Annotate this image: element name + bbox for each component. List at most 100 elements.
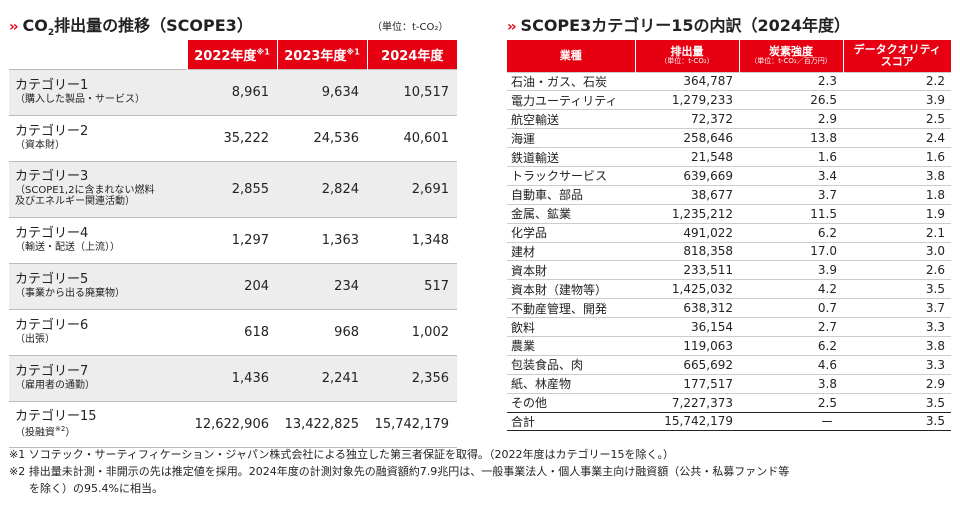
intensity-cell: 17.0 [739, 241, 843, 261]
emissions-cell: 1,279,233 [635, 90, 739, 110]
industry-cell: 自動車、部品 [507, 184, 635, 205]
industry-cell: 化学品 [507, 222, 635, 243]
quality-cell: 3.8 [843, 165, 951, 186]
emissions-cell: 233,511 [635, 260, 739, 280]
total-label: 合計 [507, 411, 635, 432]
quality-cell: 3.9 [843, 90, 951, 110]
table-row: 包装食品、肉 665,692 4.6 3.3 [507, 354, 951, 375]
header-emissions: 排出量 （単位：t-CO₂） [634, 40, 739, 72]
cell-value: 2,241 [277, 354, 367, 401]
table-header-row: 業種 排出量 （単位：t-CO₂） 炭素強度 （単位：t-CO₂／百万円） データク… [507, 40, 951, 72]
industry-cell: 石油・ガス、石炭 [507, 71, 635, 91]
industry-cell: 資本財 [507, 260, 635, 280]
category15-breakdown-table: 業種 排出量 （単位：t-CO₂） 炭素強度 （単位：t-CO₂／百万円） データク… [507, 40, 951, 432]
table-row: トラックサービス 639,669 3.4 3.8 [507, 165, 951, 186]
header-fy2022: 2022年度※1 [186, 40, 277, 69]
chevron-right-icon: ›› [9, 19, 18, 35]
cell-value: 12,622,906 [187, 400, 277, 448]
row-label: カテゴリー1 （購入した製品・サービス） [9, 68, 187, 115]
header-industry: 業種 [507, 40, 635, 72]
row-label: カテゴリー2 （資本財） [9, 114, 187, 161]
table-row: カテゴリー5 （事業から出る廃棄物） 204 234 517 [9, 262, 457, 309]
intensity-cell: 26.5 [739, 90, 843, 110]
emissions-cell: 1,235,212 [635, 203, 739, 224]
emissions-cell: 818,358 [635, 241, 739, 261]
quality-cell: 2.4 [843, 128, 951, 148]
table-row: カテゴリー1 （購入した製品・サービス） 8,961 9,634 10,517 [9, 68, 457, 115]
intensity-cell: 2.5 [739, 392, 843, 413]
cell-value: 8,961 [187, 68, 277, 115]
emissions-cell: 1,425,032 [635, 279, 739, 299]
intensity-cell: 2.7 [739, 317, 843, 337]
table-row: カテゴリー4 （輸送・配送（上流）） 1,297 1,363 1,348 [9, 216, 457, 263]
footnote-2-cont: を除く）の95.4%に相当。 [29, 482, 163, 495]
intensity-cell: 13.8 [739, 128, 843, 148]
row-label: カテゴリー5 （事業から出る廃棄物） [9, 262, 187, 309]
emissions-cell: 72,372 [635, 109, 739, 129]
cell-value: 10,517 [367, 68, 457, 115]
table-row: カテゴリー15 （投融資※2） 12,622,906 13,422,825 15,… [9, 400, 457, 448]
cell-value: 40,601 [367, 114, 457, 161]
quality-cell: 2.6 [843, 260, 951, 280]
industry-cell: 包装食品、肉 [507, 354, 635, 375]
emissions-cell: 119,063 [635, 335, 739, 356]
table-row: 不動産管理、開発 638,312 0.7 3.7 [507, 298, 951, 318]
intensity-cell: 1.6 [739, 147, 843, 167]
table-row: その他 7,227,373 2.5 3.5 [507, 392, 951, 413]
industry-cell: 農業 [507, 335, 635, 356]
header-blank [9, 40, 187, 69]
left-section-title: ›› CO2排出量の推移（SCOPE3） [9, 16, 253, 39]
intensity-cell: 3.7 [739, 184, 843, 205]
table-row: 金属、鉱業 1,235,212 11.5 1.9 [507, 203, 951, 224]
table-row: 化学品 491,022 6.2 2.1 [507, 222, 951, 243]
quality-cell: 3.5 [843, 392, 951, 413]
table-row: 資本財 233,511 3.9 2.6 [507, 260, 951, 280]
emissions-cell: 7,227,373 [635, 392, 739, 413]
cell-value: 1,436 [187, 354, 277, 401]
intensity-cell: 3.9 [739, 260, 843, 280]
cell-value: 517 [367, 262, 457, 309]
row-label: カテゴリー4 （輸送・配送（上流）） [9, 216, 187, 263]
table-row: 石油・ガス、石炭 364,787 2.3 2.2 [507, 71, 951, 91]
emissions-cell: 177,517 [635, 373, 739, 394]
industry-cell: 航空輸送 [507, 109, 635, 129]
emissions-cell: 21,548 [635, 147, 739, 167]
quality-cell: 1.9 [843, 203, 951, 224]
header-fy2024: 2024年度 [366, 40, 457, 69]
emissions-cell: 491,022 [635, 222, 739, 243]
cell-value: 1,348 [367, 216, 457, 263]
cell-value: 968 [277, 308, 367, 355]
total-emissions: 15,742,179 [635, 411, 739, 432]
quality-cell: 3.3 [843, 354, 951, 375]
footnote-1: ※1 ソコテック・サーティフィケーション・ジャパン株式会社による独立した第三者保… [9, 448, 675, 461]
industry-cell: 建材 [507, 241, 635, 261]
emissions-cell: 364,787 [635, 71, 739, 91]
intensity-cell: 2.3 [739, 71, 843, 91]
header-data-quality: データクオリティ スコア [842, 40, 951, 72]
table-row: 航空輸送 72,372 2.9 2.5 [507, 109, 951, 129]
cell-value: 2,691 [367, 160, 457, 217]
industry-cell: 飲料 [507, 317, 635, 337]
industry-cell: 海運 [507, 128, 635, 148]
emissions-cell: 638,312 [635, 298, 739, 318]
emissions-cell: 36,154 [635, 317, 739, 337]
table-row: 飲料 36,154 2.7 3.3 [507, 317, 951, 337]
scope3-trend-table: 2022年度※1 2023年度※1 2024年度 カテゴリー1 （購入した製品・サ… [9, 40, 457, 448]
industry-cell: その他 [507, 392, 635, 413]
header-carbon-intensity: 炭素強度 （単位：t-CO₂／百万円） [738, 40, 843, 72]
table-row: カテゴリー3 （SCOPE1,2に含まれない燃料 及びエネルギー関連活動） 2,85… [9, 160, 457, 217]
total-quality: 3.5 [843, 411, 951, 432]
cell-value: 234 [277, 262, 367, 309]
row-label: カテゴリー6 （出張） [9, 308, 187, 355]
header-fy2023: 2023年度※1 [276, 40, 367, 69]
cell-value: 618 [187, 308, 277, 355]
emissions-cell: 639,669 [635, 165, 739, 186]
intensity-cell: 4.2 [739, 279, 843, 299]
cell-value: 15,742,179 [367, 400, 457, 448]
industry-cell: 電力ユーティリティ [507, 90, 635, 110]
quality-cell: 2.9 [843, 373, 951, 394]
footnote-2: ※2 排出量未計測・非開示の先は推定値を採用。2024年度の計測対象先の融資額約… [9, 465, 790, 478]
total-row: 合計 15,742,179 ー 3.5 [507, 411, 951, 432]
intensity-cell: 0.7 [739, 298, 843, 318]
chevron-right-icon: ›› [507, 19, 516, 35]
